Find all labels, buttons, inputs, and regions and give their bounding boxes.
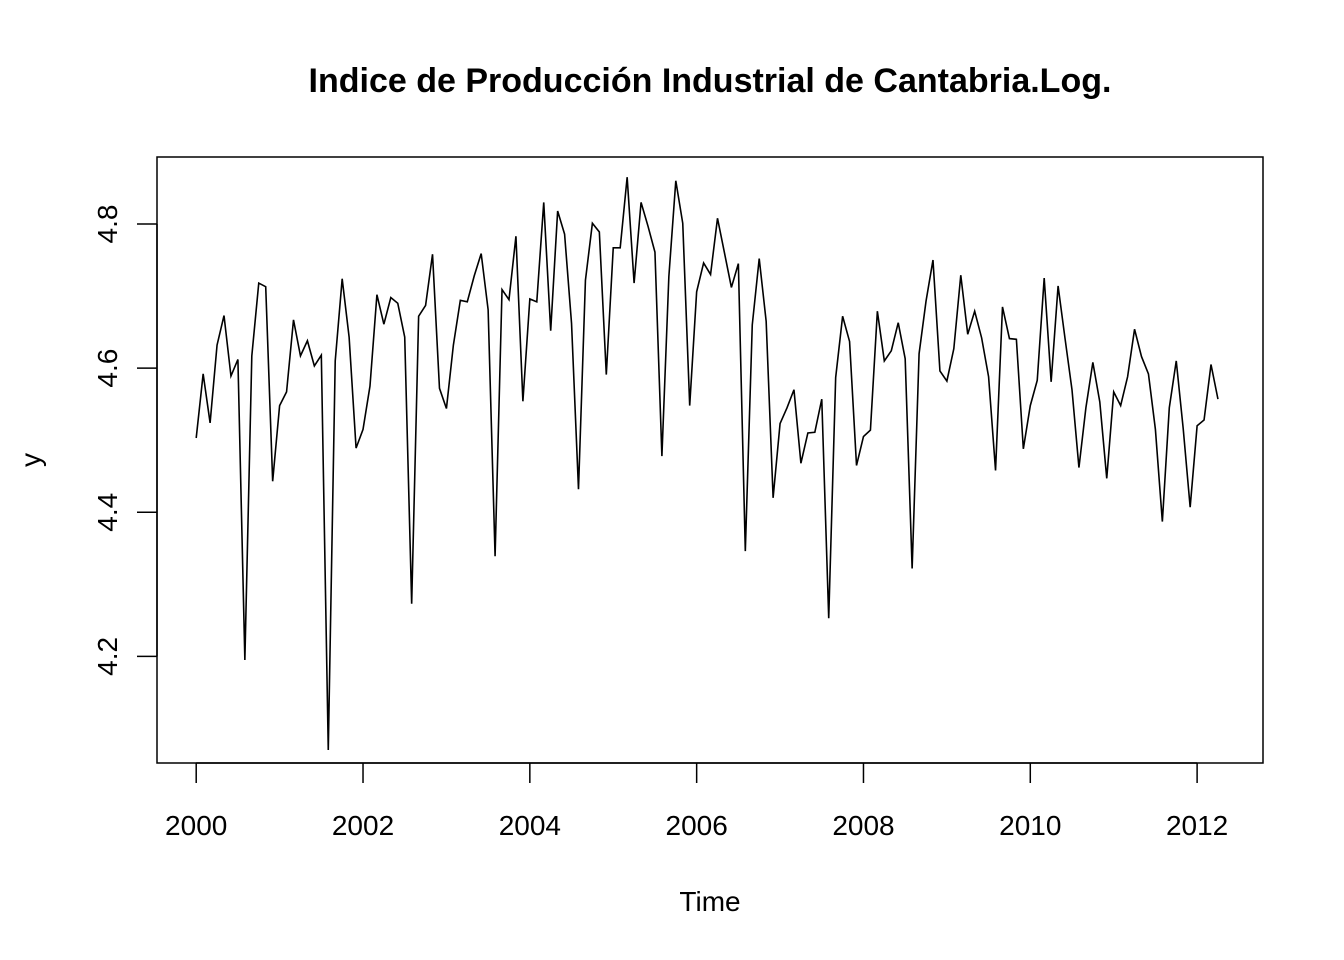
- series-line-y: [195, 177, 1219, 751]
- x-axis: 2000 2002 2004 2006 2008 2010 2012: [165, 762, 1228, 841]
- x-tick-label: 2008: [832, 810, 894, 841]
- x-tick-label: 2004: [499, 810, 561, 841]
- x-tick-label: 2010: [999, 810, 1061, 841]
- x-tick-label: 2012: [1166, 810, 1228, 841]
- y-tick-label: 4.6: [92, 349, 123, 388]
- x-tick-label: 2006: [666, 810, 728, 841]
- y-tick-label: 4.8: [92, 205, 123, 244]
- series-layer: [195, 177, 1219, 751]
- y-tick-label: 4.2: [92, 637, 123, 676]
- y-tick-label: 4.4: [92, 493, 123, 532]
- x-tick-label: 2002: [332, 810, 394, 841]
- y-axis: 4.2 4.4 4.6 4.8: [92, 205, 158, 676]
- x-tick-label: 2000: [165, 810, 227, 841]
- chart-title: Indice de Producción Industrial de Canta…: [309, 62, 1112, 100]
- x-axis-label: Time: [679, 886, 740, 917]
- y-axis-label: y: [15, 453, 46, 467]
